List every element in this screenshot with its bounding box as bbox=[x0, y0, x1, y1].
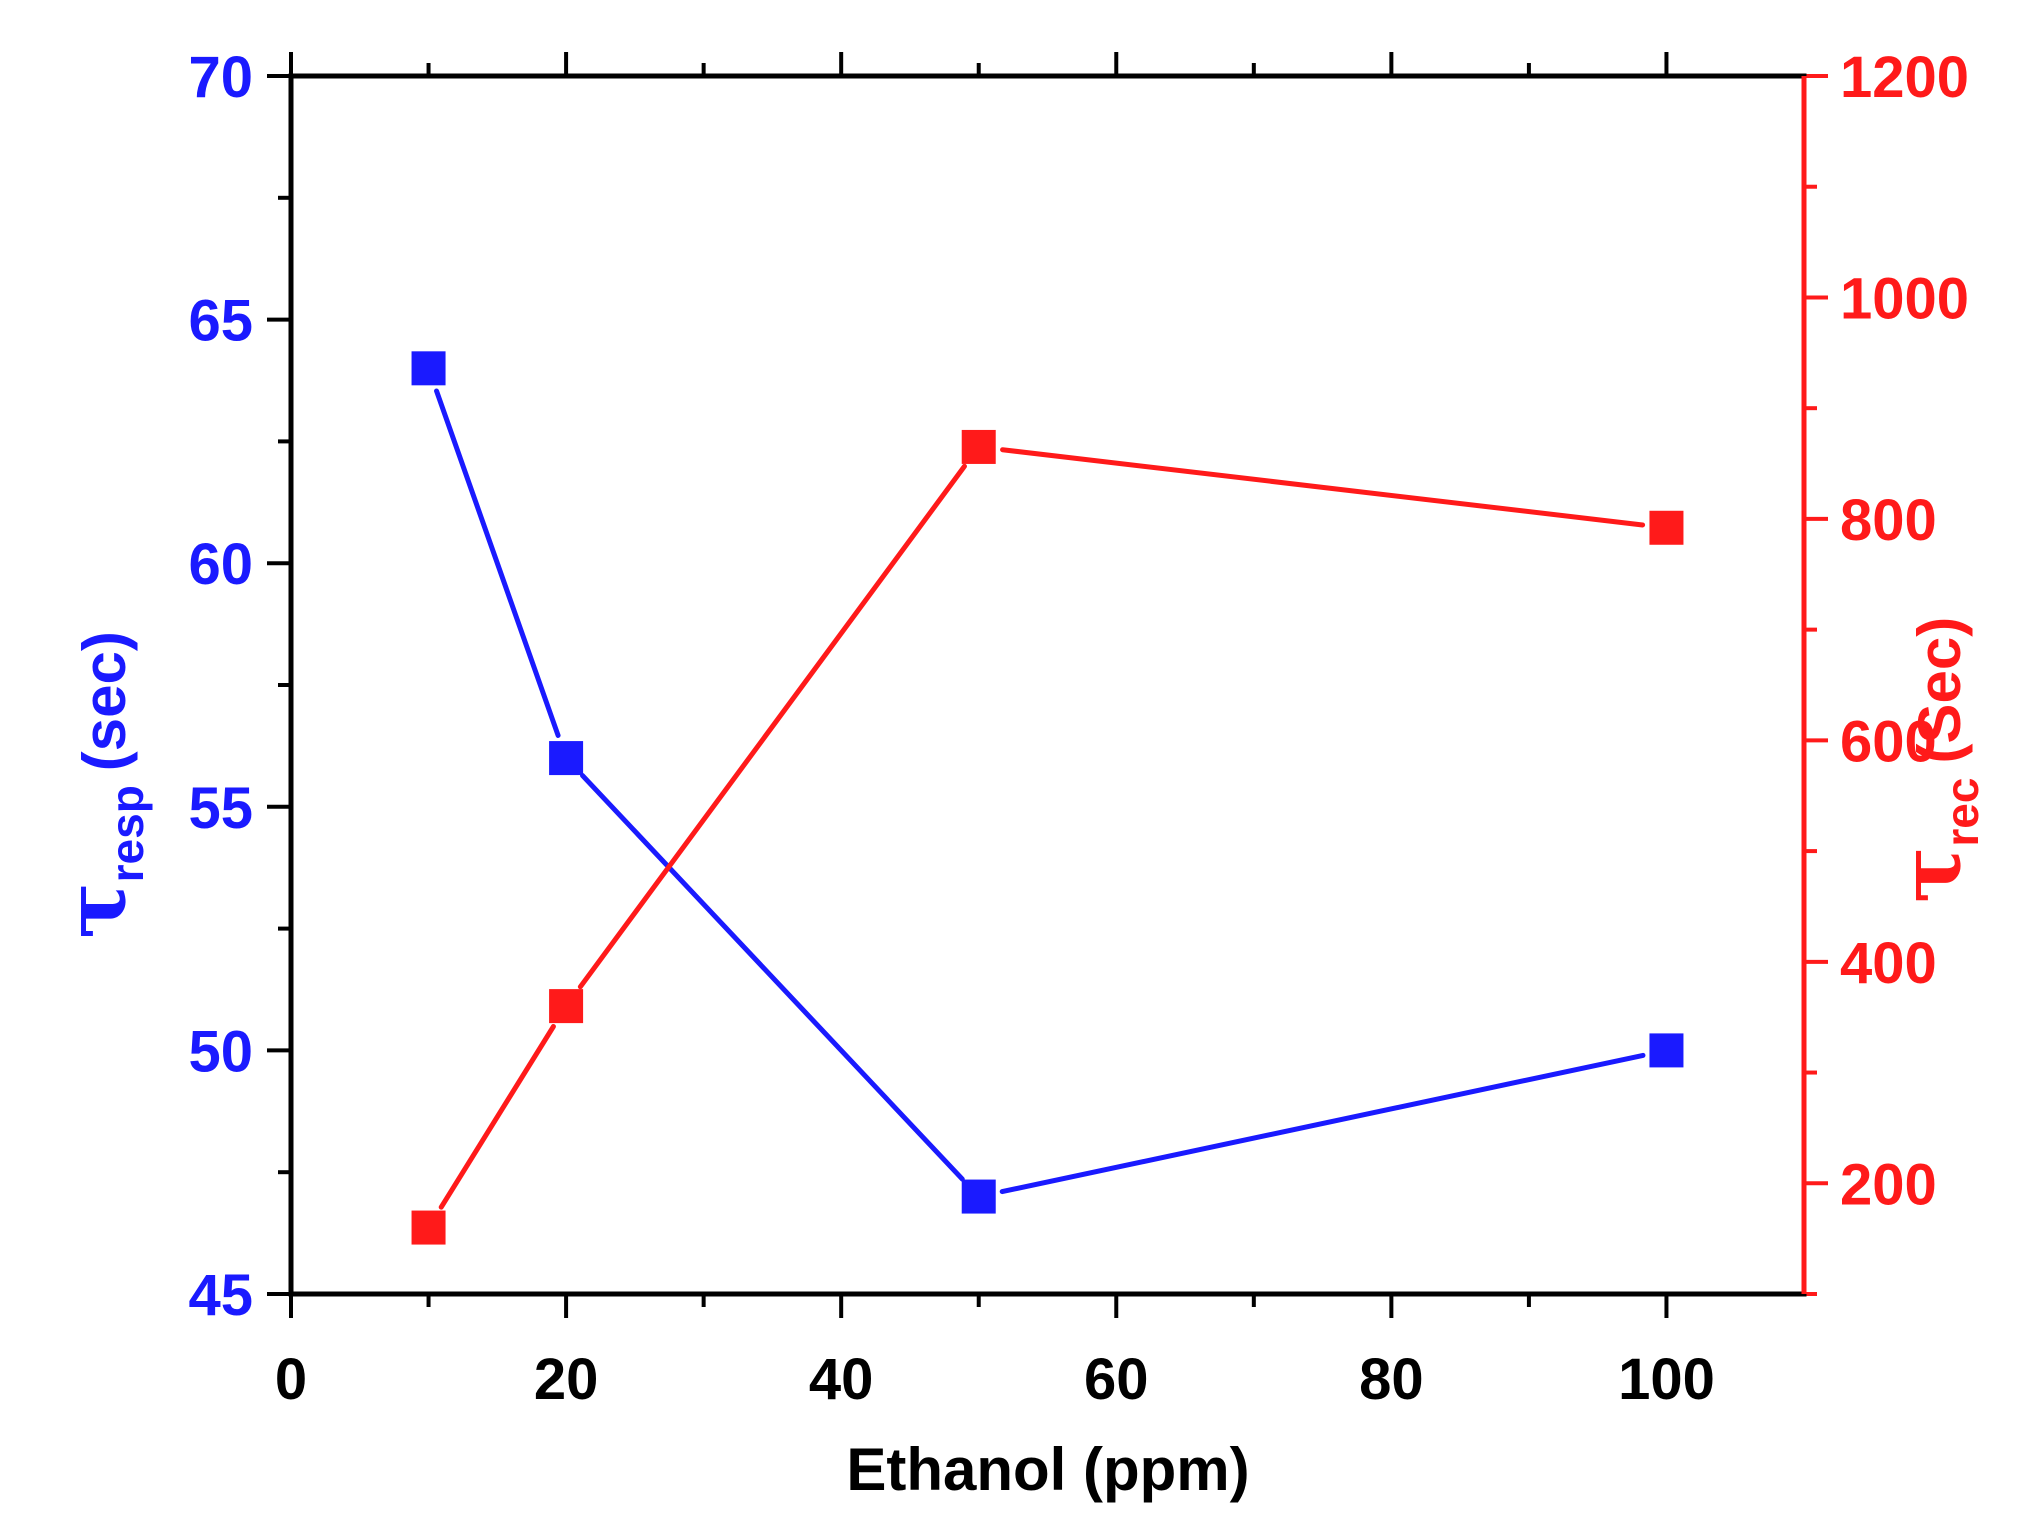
y-left-axis-title: τresp (sec) bbox=[46, 631, 153, 939]
x-tick-label: 0 bbox=[275, 1347, 307, 1412]
series-line-segment-resp bbox=[434, 388, 561, 738]
svg-text:τresp(sec): τresp (sec) bbox=[46, 631, 153, 939]
y-right-tick-label: 800 bbox=[1840, 488, 1937, 553]
y-right-title-sub: rec bbox=[1936, 778, 1988, 847]
y-right-tick-label: 600 bbox=[1840, 709, 1937, 774]
y-right-title-unit: (Sec) bbox=[1906, 617, 1973, 764]
y-right-axis-title: τrec (Sec) bbox=[1881, 617, 1988, 903]
y-left-tick-label: 70 bbox=[188, 45, 253, 110]
series-line-segment-rec bbox=[577, 463, 967, 990]
x-tick-label: 80 bbox=[1359, 1347, 1424, 1412]
y-left-title-unit: (sec) bbox=[71, 631, 138, 771]
data-point-rec bbox=[1649, 510, 1684, 545]
series-line-segment-rec bbox=[438, 1023, 556, 1210]
x-tick-label: 20 bbox=[534, 1347, 599, 1412]
y-right-tick-label: 400 bbox=[1840, 931, 1937, 996]
y-right-tick-label: 200 bbox=[1840, 1152, 1937, 1217]
data-point-rec bbox=[411, 1210, 446, 1245]
x-tick-label: 60 bbox=[1084, 1347, 1149, 1412]
ticks-layer bbox=[267, 52, 1828, 1318]
x-axis-title: Ethanol (ppm) bbox=[846, 1436, 1249, 1503]
y-right-tick-label: 1200 bbox=[1840, 45, 1969, 110]
x-tick-label: 40 bbox=[809, 1347, 874, 1412]
labels-layer: 0 20 40 60 80 100 45 50 55 60 65 70 200 400 600 800 1000… bbox=[188, 45, 1969, 1412]
y-left-tick-label: 45 bbox=[188, 1263, 253, 1328]
y-right-title-symbol: τ bbox=[1881, 847, 1980, 904]
lines-layer bbox=[434, 388, 1646, 1210]
series-line-segment-resp bbox=[999, 1052, 1646, 1195]
series-line-segment-rec bbox=[1000, 447, 1646, 528]
data-point-resp bbox=[1649, 1033, 1684, 1068]
y-left-tick-label: 50 bbox=[188, 1019, 253, 1084]
y-left-title-symbol: τ bbox=[46, 882, 145, 939]
x-tick-label: 100 bbox=[1618, 1347, 1715, 1412]
data-point-rec bbox=[961, 429, 996, 464]
y-left-title-sub: resp bbox=[101, 785, 153, 882]
y-left-tick-label: 60 bbox=[188, 532, 253, 597]
series-line-segment-resp bbox=[580, 773, 965, 1182]
data-point-resp bbox=[549, 741, 584, 776]
data-point-resp bbox=[411, 351, 446, 386]
y-right-tick-label: 1000 bbox=[1840, 266, 1969, 331]
data-point-resp bbox=[961, 1179, 996, 1214]
y-left-tick-label: 65 bbox=[188, 289, 253, 354]
y-left-tick-label: 55 bbox=[188, 776, 253, 841]
data-point-rec bbox=[549, 989, 584, 1024]
plot-frame bbox=[288, 73, 1807, 1297]
svg-text:τrec(Sec): τrec (Sec) bbox=[1881, 617, 1988, 903]
markers-layer bbox=[411, 351, 1684, 1245]
